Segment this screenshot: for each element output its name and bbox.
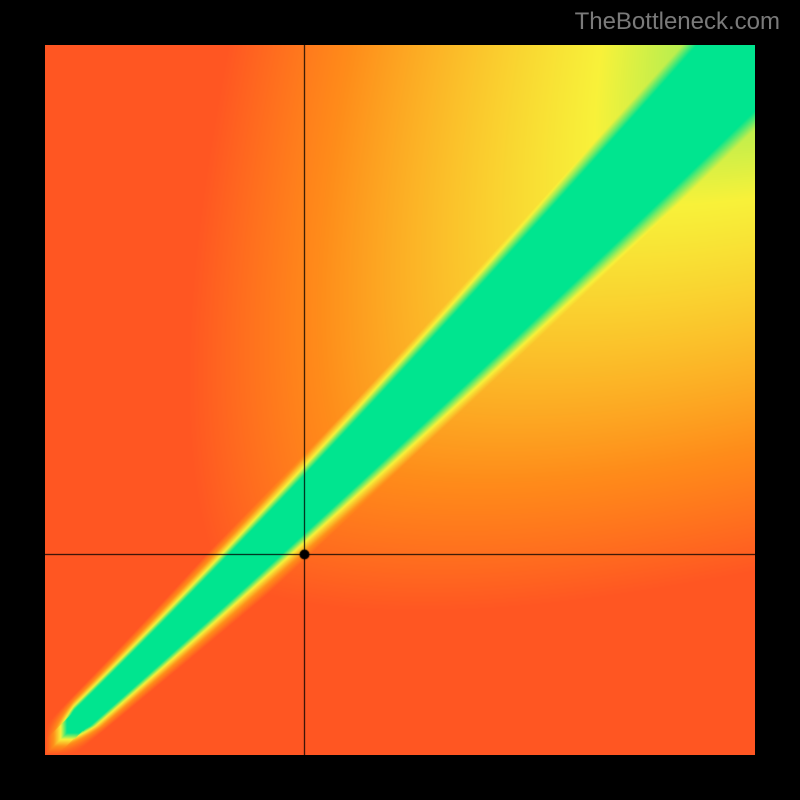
- watermark-text: TheBottleneck.com: [575, 8, 780, 36]
- heatmap-plot: [45, 45, 755, 755]
- chart-outer-frame: TheBottleneck.com: [0, 0, 800, 800]
